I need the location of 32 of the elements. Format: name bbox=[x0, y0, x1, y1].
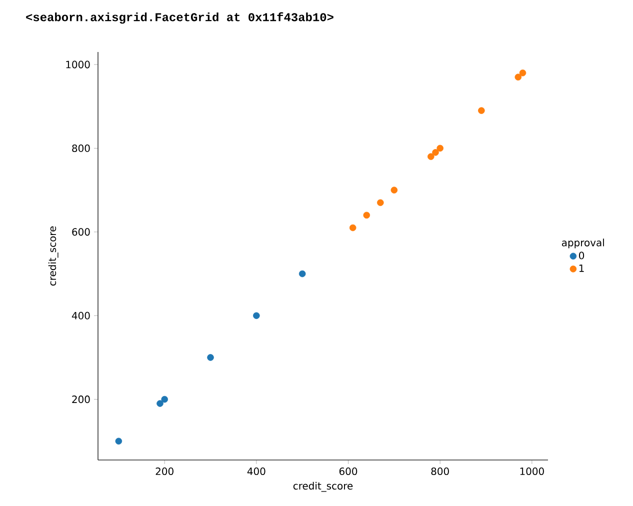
point bbox=[428, 153, 434, 160]
point bbox=[478, 107, 485, 114]
legend-label: 1 bbox=[579, 264, 584, 272]
y-tick-label: 800 bbox=[72, 144, 90, 152]
point bbox=[363, 212, 370, 219]
x-tick-label: 1000 bbox=[520, 468, 544, 476]
point bbox=[349, 224, 356, 232]
x-axis-title: credit_score bbox=[293, 482, 353, 492]
legend-title: approval bbox=[562, 238, 604, 248]
point bbox=[156, 400, 164, 407]
point bbox=[253, 312, 260, 320]
y-tick-label: 600 bbox=[72, 228, 90, 236]
x-tick-label: 800 bbox=[431, 468, 449, 476]
point bbox=[432, 149, 439, 156]
chart-title: <seaborn.axisgrid.FacetGrid at 0x11f43ab10> bbox=[26, 12, 334, 24]
y-tick-label: 1000 bbox=[66, 60, 90, 68]
point bbox=[115, 438, 122, 445]
y-axis-title: credit_score bbox=[48, 226, 58, 286]
point bbox=[514, 74, 522, 80]
y-tick-label: 200 bbox=[72, 396, 90, 404]
y-tick-label: 400 bbox=[72, 312, 90, 320]
x-tick-label: 200 bbox=[156, 468, 174, 476]
point bbox=[298, 270, 306, 278]
point bbox=[161, 396, 168, 403]
legend-label: 0 bbox=[579, 252, 584, 260]
point bbox=[207, 354, 214, 361]
point bbox=[436, 144, 444, 152]
point bbox=[377, 199, 384, 206]
point bbox=[519, 70, 526, 76]
x-tick-label: 400 bbox=[247, 468, 266, 476]
x-tick-label: 600 bbox=[339, 468, 358, 476]
point bbox=[390, 186, 398, 194]
